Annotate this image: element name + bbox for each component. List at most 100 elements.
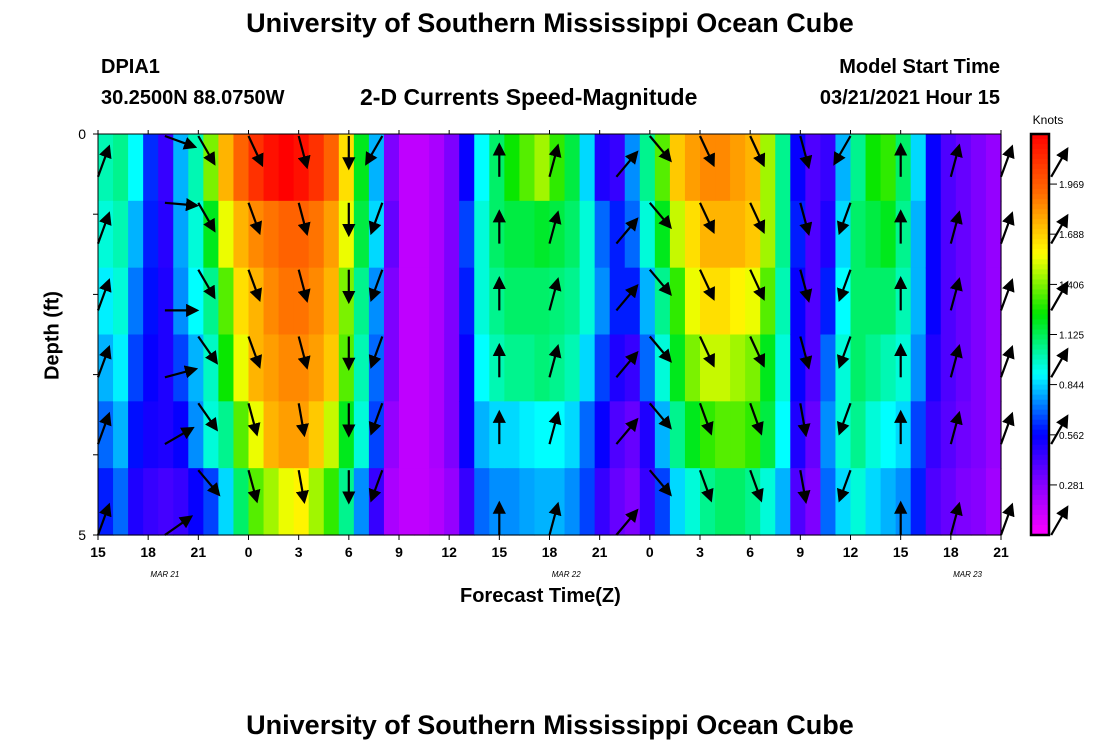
colorbar-segment — [1031, 199, 1049, 205]
heatmap-cell — [880, 134, 897, 202]
heatmap-cell — [639, 468, 656, 536]
heatmap-cell — [730, 334, 746, 402]
current-vector-arrow — [699, 269, 715, 301]
heatmap-cell — [579, 401, 596, 469]
colorbar-segment — [1031, 429, 1049, 436]
x-axis-label: Forecast Time(Z) — [460, 585, 621, 607]
heatmap-cell — [338, 200, 355, 269]
colorbar-segment — [1031, 449, 1049, 456]
heatmap-cell — [504, 468, 520, 536]
current-vector-arrow — [548, 277, 562, 311]
heatmap-cell — [368, 334, 385, 402]
heatmap-cell — [790, 468, 806, 536]
heatmap-cells — [98, 134, 1002, 536]
current-vector-arrow — [799, 269, 813, 303]
heatmap-cell — [805, 200, 821, 269]
date-label: MAR 23 — [953, 570, 982, 579]
current-vector-arrow — [837, 336, 852, 369]
current-vector-arrow — [615, 284, 639, 312]
heatmap-cell — [308, 401, 325, 469]
colorbar-segment — [1031, 174, 1049, 180]
colorbar-segment — [1031, 399, 1049, 406]
heatmap-cell — [444, 134, 460, 202]
heatmap-cell — [459, 334, 475, 402]
heatmap-cell — [970, 401, 987, 469]
heatmap-cell — [955, 200, 972, 269]
heatmap-cell — [338, 267, 355, 336]
heatmap-cell — [715, 401, 731, 469]
x-tick-label: 18 — [943, 544, 959, 560]
heatmap-cell — [790, 134, 806, 202]
heatmap-cell — [338, 134, 355, 202]
current-vector-arrow — [749, 336, 766, 368]
colorbar-segment — [1031, 294, 1049, 300]
current-vector-arrow — [96, 411, 112, 445]
heatmap-cell — [835, 334, 852, 402]
colorbar-segment — [1031, 299, 1049, 305]
heatmap-cell — [308, 200, 325, 269]
current-vector-arrow — [247, 403, 261, 437]
heatmap-cell — [865, 401, 882, 469]
heatmap-cell — [564, 401, 581, 469]
heatmap-cell — [399, 200, 415, 269]
heatmap-cell — [684, 200, 701, 269]
heatmap-cell — [880, 334, 897, 402]
heatmap-cell — [910, 267, 927, 336]
current-vectors — [96, 134, 1069, 536]
heatmap-cell — [474, 267, 490, 336]
heatmap-cell — [564, 468, 581, 536]
heatmap-cell — [805, 468, 821, 536]
heatmap-cell — [338, 334, 355, 402]
colorbar-segment — [1031, 454, 1049, 461]
colorbar-segment — [1031, 379, 1049, 386]
heatmap-cell — [188, 401, 204, 469]
current-vector-arrow — [615, 350, 639, 379]
colorbar-segment — [1031, 214, 1049, 220]
colorbar-segment — [1031, 164, 1049, 170]
heatmap-cell — [128, 334, 144, 402]
title-bottom: University of Southern Mississippi Ocean… — [246, 710, 854, 740]
current-vector-arrow — [164, 134, 198, 150]
colorbar-segment — [1031, 254, 1049, 260]
heatmap-cell — [429, 401, 445, 469]
heatmap-cell — [669, 401, 686, 469]
heatmap-cell — [233, 134, 250, 202]
heatmap-cell — [970, 334, 987, 402]
heatmap-cell — [203, 200, 219, 269]
heatmap-cell — [323, 401, 340, 469]
current-vector-arrow — [247, 202, 262, 236]
heatmap-cell — [368, 468, 385, 536]
heatmap-cell — [308, 134, 325, 202]
current-vector-arrow — [197, 202, 216, 233]
heatmap-cell — [188, 134, 204, 202]
heatmap-cell — [489, 267, 505, 336]
heatmap-cell — [985, 334, 1002, 402]
heatmap-cell — [609, 267, 626, 336]
heatmap-cell — [805, 134, 821, 202]
heatmap-cell — [143, 401, 159, 469]
heatmap-cell — [173, 267, 189, 336]
heatmap-cell — [925, 134, 942, 202]
heatmap-cell — [775, 401, 791, 469]
heatmap-cell — [624, 267, 641, 336]
heatmap-cell — [564, 334, 581, 402]
heatmap-cell — [970, 267, 987, 336]
heatmap-cell — [128, 267, 144, 336]
heatmap-cell — [218, 334, 235, 402]
heatmap-cell — [323, 468, 340, 536]
colorbar-tick-label: 1.688 — [1059, 230, 1084, 241]
heatmap-cell — [429, 200, 445, 269]
current-vector-arrow — [797, 403, 811, 438]
heatmap-cell — [399, 134, 415, 202]
heatmap-cell — [278, 401, 295, 469]
heatmap-cell — [895, 334, 912, 402]
heatmap-cell — [459, 267, 475, 336]
current-vector-arrow — [799, 202, 813, 237]
current-vector-arrow — [164, 198, 200, 212]
colorbar-segment — [1031, 349, 1049, 356]
heatmap-cell — [399, 267, 415, 336]
colorbar-segment — [1031, 159, 1049, 165]
heatmap-cell — [624, 200, 641, 269]
current-vector-arrow — [698, 469, 714, 503]
heatmap-cell — [293, 468, 310, 536]
